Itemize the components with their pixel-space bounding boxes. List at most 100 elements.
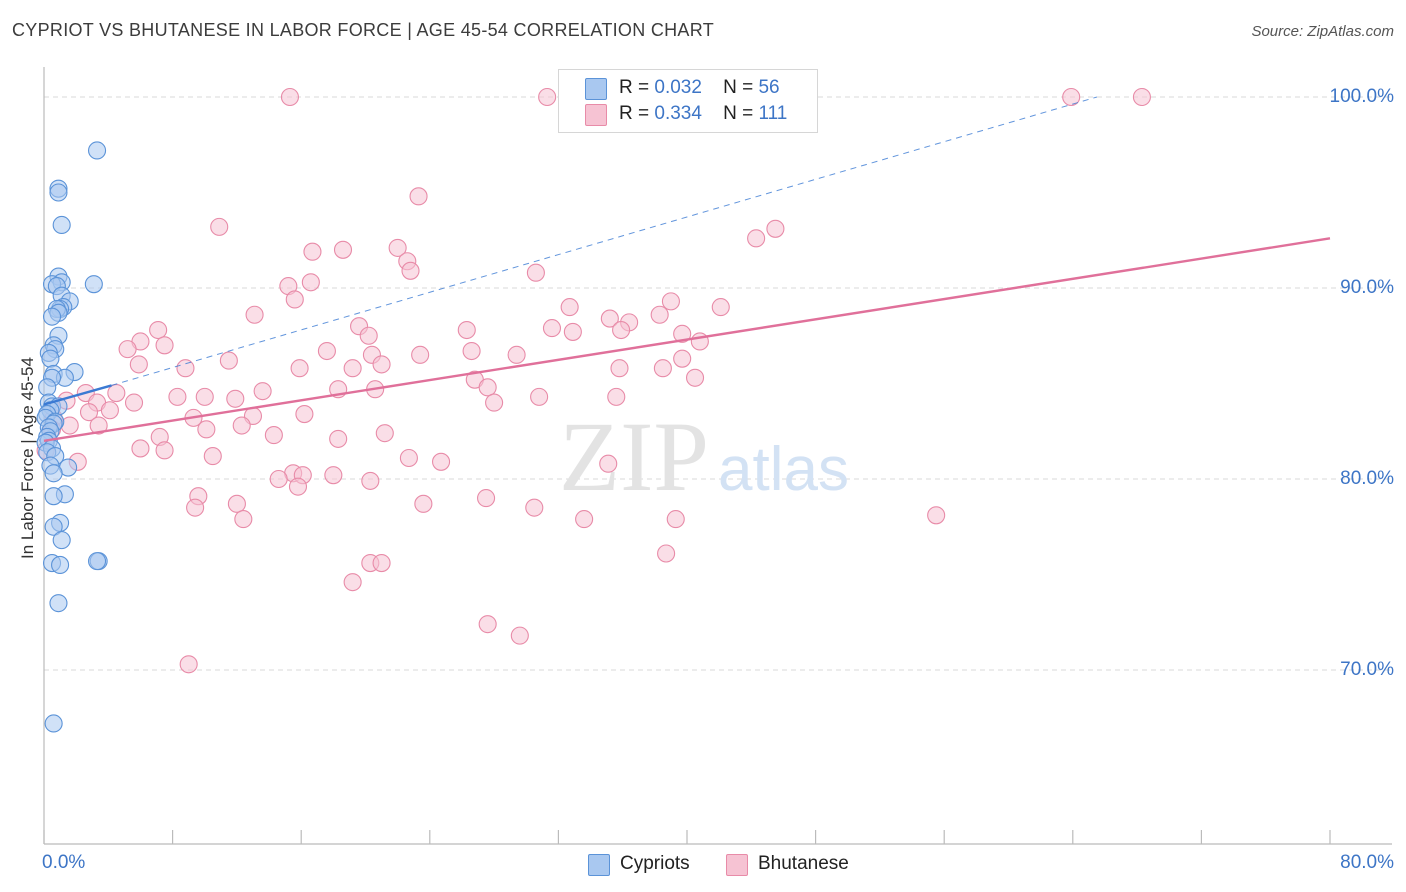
bhutanese-point bbox=[290, 359, 309, 378]
n-value: 111 bbox=[758, 103, 788, 124]
watermark: ZIP atlas bbox=[559, 401, 849, 512]
bhutanese-swatch bbox=[726, 854, 748, 876]
bhutanese-point bbox=[288, 477, 308, 496]
gridlines bbox=[44, 96, 1392, 671]
bhutanese-point bbox=[155, 336, 174, 355]
cypriots-point bbox=[44, 464, 63, 483]
bhutanese-point bbox=[657, 544, 676, 563]
bhutanese-point bbox=[203, 447, 222, 466]
bhutanese-point bbox=[343, 359, 362, 378]
bhutanese-point bbox=[149, 320, 168, 340]
bhutanese-point bbox=[661, 292, 680, 311]
bhutanese-point bbox=[317, 341, 336, 361]
cypriots-swatch bbox=[585, 78, 607, 100]
legend-bhutanese-text: R = 0.334 N = 111 bbox=[619, 103, 787, 125]
bhutanese-point bbox=[478, 615, 497, 634]
bhutanese-point bbox=[301, 273, 320, 292]
bhutanese-point bbox=[168, 387, 187, 406]
n-label: N = bbox=[723, 77, 754, 98]
bhutanese-point bbox=[673, 324, 692, 343]
bhutanese-point bbox=[507, 345, 526, 364]
bhutanese-point bbox=[538, 87, 557, 107]
bhutanese-point bbox=[560, 298, 579, 317]
bhutanese-point bbox=[747, 229, 766, 248]
x-tick-label-min: 0.0% bbox=[42, 852, 86, 873]
r-label: R = bbox=[619, 103, 650, 124]
bhutanese-point bbox=[711, 298, 730, 317]
cypriots-point bbox=[49, 183, 68, 202]
bhutanese-point bbox=[610, 359, 629, 378]
bhutanese-point bbox=[253, 382, 272, 401]
bhutanese-point bbox=[477, 489, 496, 508]
series-legend: Cypriots Bhutanese bbox=[0, 852, 1406, 878]
bhutanese-point bbox=[89, 416, 108, 435]
bhutanese-point bbox=[333, 240, 353, 259]
n-value: 56 bbox=[758, 77, 780, 98]
x-tick-label-max: 80.0% bbox=[1340, 852, 1394, 873]
bhutanese-point bbox=[226, 389, 245, 408]
bhutanese-point bbox=[107, 383, 126, 403]
bhutanese-point bbox=[525, 498, 544, 517]
bhutanese-trend-line bbox=[43, 237, 1331, 442]
bhutanese-point bbox=[673, 349, 692, 368]
cypriots-trend-extension bbox=[111, 96, 1098, 386]
cypriots-swatch bbox=[588, 854, 610, 876]
bhutanese-point bbox=[372, 553, 391, 573]
bhutanese-point bbox=[1132, 87, 1151, 107]
bhutanese-point bbox=[432, 452, 451, 471]
bhutanese-point bbox=[599, 454, 618, 473]
bhutanese-point bbox=[129, 355, 148, 374]
cypriots-trend-line bbox=[43, 384, 112, 406]
bhutanese-point bbox=[600, 309, 619, 328]
bhutanese-point bbox=[530, 387, 549, 406]
bhutanese-point bbox=[179, 655, 198, 674]
bhutanese-point bbox=[575, 510, 594, 529]
y-tick-label-100: 100.0% bbox=[1329, 86, 1394, 107]
bhutanese-point bbox=[1062, 87, 1081, 107]
legend-label-cypriots: Cypriots bbox=[620, 853, 690, 874]
bhutanese-point bbox=[232, 416, 251, 435]
bhutanese-point bbox=[359, 326, 378, 345]
bhutanese-point bbox=[372, 355, 391, 374]
bhutanese-point bbox=[650, 305, 669, 324]
bhutanese-point bbox=[563, 322, 582, 341]
cypriots-point bbox=[44, 714, 63, 733]
y-tick-label-70: 70.0% bbox=[1340, 659, 1394, 680]
cypriots-point bbox=[49, 594, 68, 613]
bhutanese-point bbox=[526, 263, 545, 282]
bhutanese-point bbox=[118, 340, 137, 359]
bhutanese-point bbox=[324, 466, 343, 485]
bhutanese-point bbox=[219, 351, 238, 370]
cypriots-point bbox=[51, 555, 70, 575]
bhutanese-point bbox=[766, 219, 785, 238]
bhutanese-point bbox=[409, 187, 428, 206]
bhutanese-point bbox=[329, 429, 348, 448]
bhutanese-point bbox=[685, 368, 705, 387]
bhutanese-point bbox=[388, 238, 407, 257]
r-value: 0.334 bbox=[654, 103, 702, 124]
bhutanese-point bbox=[542, 319, 562, 338]
bhutanese-point bbox=[269, 469, 288, 489]
bhutanese-point bbox=[361, 471, 380, 490]
bhutanese-point bbox=[234, 510, 253, 529]
bhutanese-point bbox=[195, 387, 214, 406]
r-label: R = bbox=[619, 77, 650, 98]
bhutanese-point bbox=[100, 401, 119, 420]
bhutanese-point bbox=[462, 341, 481, 361]
source-credit: Source: ZipAtlas.com bbox=[1251, 23, 1394, 40]
cypriots-point bbox=[38, 378, 57, 397]
r-value: 0.032 bbox=[654, 77, 702, 98]
bhutanese-point bbox=[227, 494, 246, 513]
y-axis-label: In Labor Force | Age 45-54 bbox=[18, 357, 37, 559]
bhutanese-point bbox=[457, 320, 476, 340]
bhutanese-point bbox=[401, 261, 420, 280]
bhutanese-point bbox=[612, 320, 631, 340]
bhutanese-point bbox=[414, 494, 433, 513]
bhutanese-point bbox=[510, 626, 529, 645]
bhutanese-point bbox=[485, 393, 504, 412]
cypriots-point bbox=[87, 141, 107, 160]
trend-lines bbox=[43, 96, 1331, 442]
bhutanese-point bbox=[607, 387, 626, 406]
bhutanese-point bbox=[653, 359, 672, 378]
cypriots-point bbox=[87, 552, 107, 571]
